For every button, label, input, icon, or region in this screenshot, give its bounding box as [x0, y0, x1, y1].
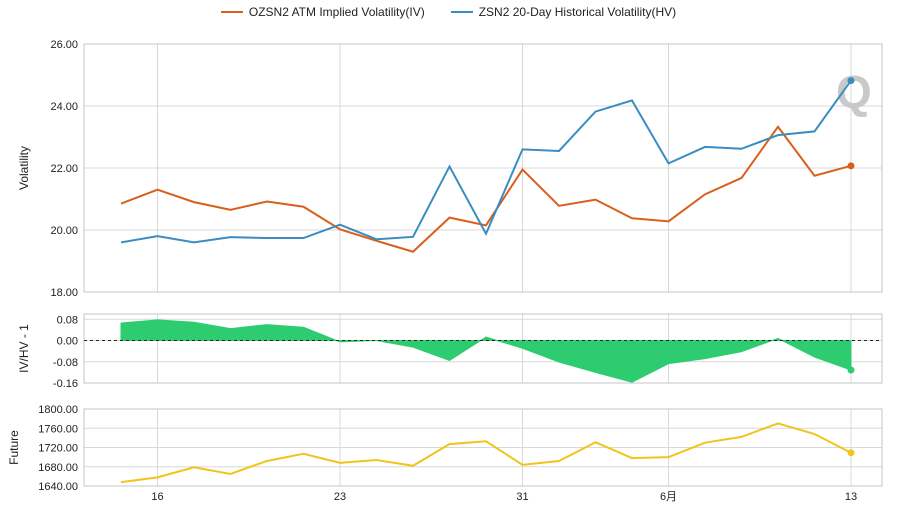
y-tick-label: 1760.00: [38, 423, 78, 435]
y-axis-title: Volatility: [17, 146, 31, 190]
legend-swatch-hv: [450, 11, 473, 13]
y-axis-title: Future: [7, 430, 21, 465]
future-end-point: [847, 449, 855, 457]
y-tick-label: 0.00: [57, 336, 78, 348]
chart-legend: OZSN2 ATM Implied Volatility(IV) ZSN2 20…: [0, 3, 897, 21]
series-end-point-iv: [847, 162, 855, 170]
y-axis-title: IV/HV - 1: [17, 324, 31, 373]
legend-item-iv[interactable]: OZSN2 ATM Implied Volatility(IV): [220, 3, 425, 21]
y-tick-label: 24.00: [50, 101, 78, 113]
y-tick-label: 1720.00: [38, 443, 78, 455]
ratio-end-point: [847, 366, 855, 374]
x-tick-label: 6月: [660, 491, 677, 503]
y-tick-label: 1800.00: [38, 404, 78, 416]
y-tick-label: 0.08: [57, 314, 78, 326]
series-line-iv: [120, 125, 852, 253]
x-tick-label: 16: [151, 491, 163, 503]
legend-label-hv: ZSN2 20-Day Historical Volatility(HV): [478, 5, 677, 19]
x-tick-label: 31: [516, 491, 528, 503]
y-tick-label: 26.00: [50, 39, 78, 51]
x-tick-label: 13: [845, 491, 857, 503]
y-tick-label: 1680.00: [38, 462, 78, 474]
series-end-point-hv: [847, 77, 855, 85]
y-tick-label: 18.00: [50, 287, 78, 299]
series-line-hv: [120, 79, 852, 244]
y-tick-label: 22.00: [50, 163, 78, 175]
legend-label-iv: OZSN2 ATM Implied Volatility(IV): [248, 5, 425, 19]
ratio-area: [120, 319, 852, 383]
future-line: [120, 422, 852, 484]
plot-frame: [83, 408, 883, 487]
y-tick-label: -0.16: [53, 378, 78, 390]
plot-frame: [83, 43, 883, 293]
y-tick-label: 1640.00: [38, 481, 78, 493]
x-tick-label: 23: [334, 491, 346, 503]
y-tick-label: -0.08: [53, 357, 78, 369]
y-tick-label: 20.00: [50, 225, 78, 237]
legend-item-hv[interactable]: ZSN2 20-Day Historical Volatility(HV): [450, 3, 677, 21]
legend-swatch-iv: [220, 11, 243, 13]
watermark-logo: Q: [836, 66, 872, 118]
plot-frame: [83, 313, 883, 384]
